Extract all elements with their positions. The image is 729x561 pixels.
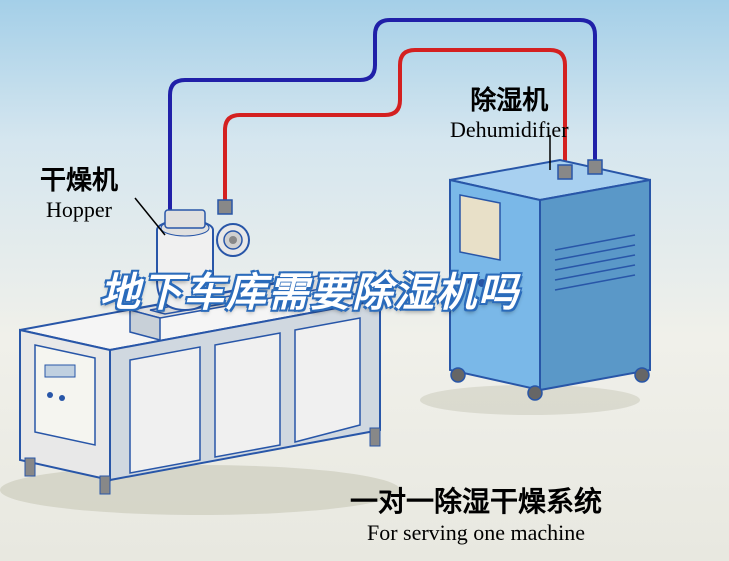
- system-title: 一对一除湿干燥系统 For serving one machine: [350, 480, 602, 546]
- hopper-label: 干燥机 Hopper: [40, 160, 118, 223]
- dehumidifier-label-cn: 除湿机: [450, 80, 569, 117]
- dehumidifier-label-en: Dehumidifier: [450, 117, 569, 143]
- extruder-shadow: [0, 465, 400, 515]
- hopper-label-line: [135, 198, 165, 235]
- hopper-label-cn: 干燥机: [40, 160, 118, 197]
- system-title-cn: 一对一除湿干燥系统: [350, 480, 602, 520]
- dehumidifier-label: 除湿机 Dehumidifier: [450, 80, 569, 143]
- hopper-label-en: Hopper: [40, 197, 118, 223]
- system-title-en: For serving one machine: [350, 520, 602, 546]
- overlay-question-text: 地下车库需要除湿机吗: [100, 260, 520, 318]
